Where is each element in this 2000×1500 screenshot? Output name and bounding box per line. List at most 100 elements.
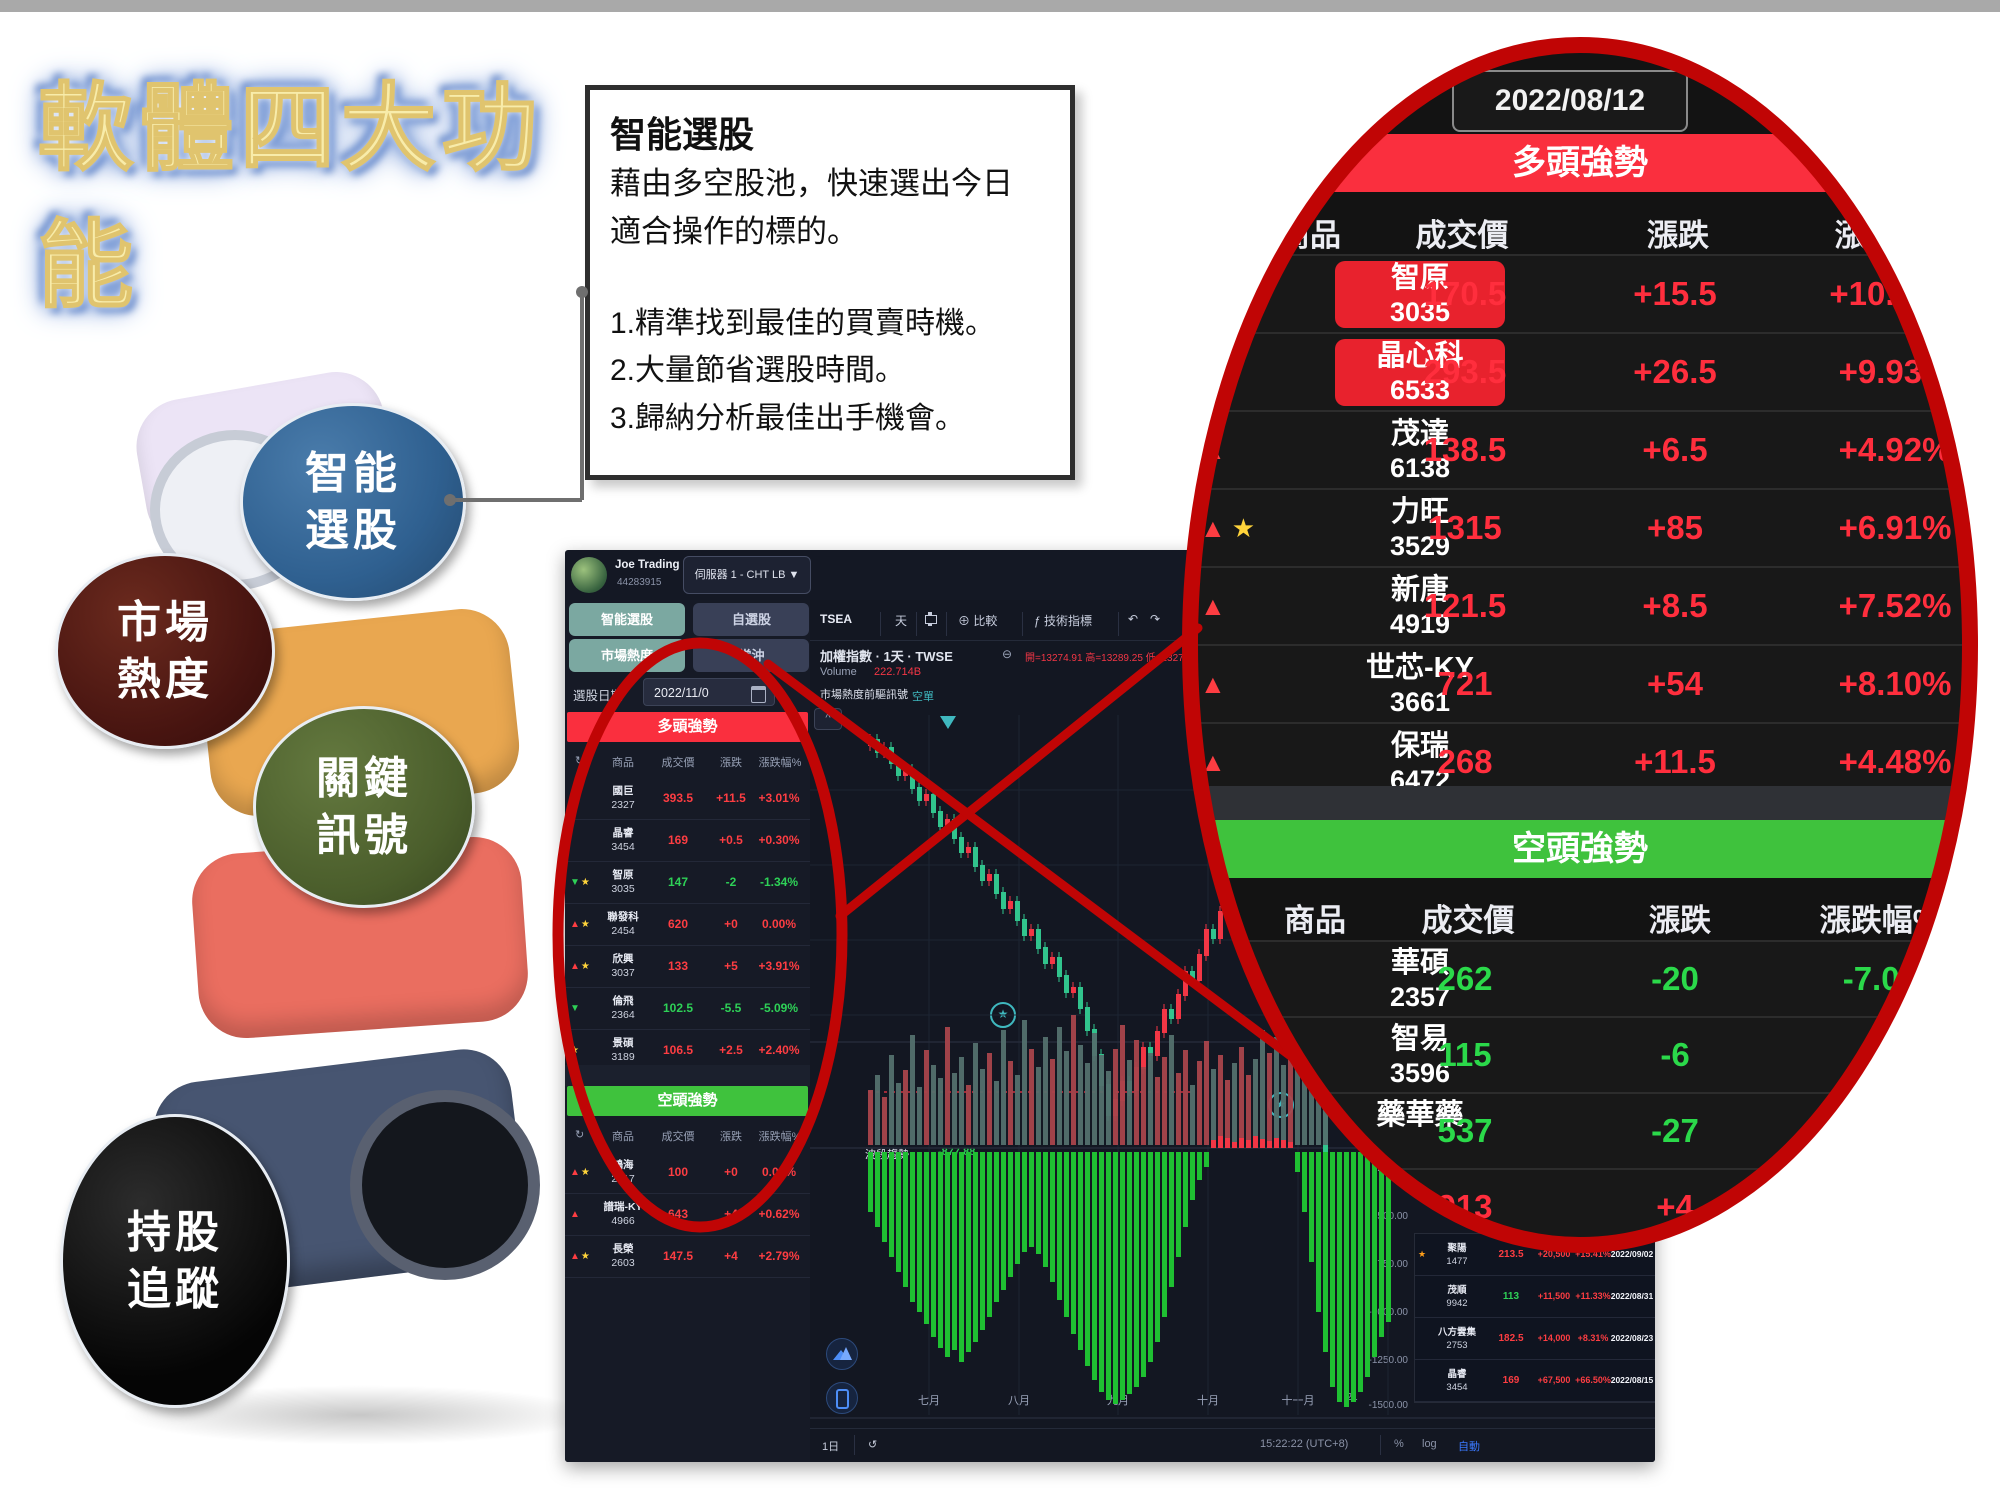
x-axis-label: 九月 [1107, 1395, 1129, 1407]
ic-u-icon: ▲ [570, 793, 581, 804]
magnified-stock-row[interactable]: ▲★ 力旺 3529 1315 +85 +6.91% [1190, 488, 1970, 566]
nav-button[interactable]: 智能選股 [569, 603, 685, 636]
symbol-label[interactable]: TSEA [820, 612, 853, 626]
chart-mode-icon[interactable] [826, 1338, 858, 1370]
ic-s-icon: ★ [580, 1251, 591, 1262]
section-gap [565, 1065, 810, 1086]
stock-row[interactable]: 晶睿 3454 169 +0.5 +0.30% [565, 820, 810, 862]
ic-u-icon: ▲ [1200, 435, 1232, 465]
history-row[interactable]: 茂順 9942 113 +11,500 +11.33% 2022/08/31 [1415, 1276, 1655, 1318]
bear-column-header: ↻ 商品 成交價 漲跌 漲跌幅% [575, 1129, 802, 1143]
ic-s-icon: ★ [580, 961, 591, 972]
calendar-icon[interactable] [751, 686, 766, 703]
stock-row[interactable]: ▲ 國巨 2327 393.5 +11.5 +3.01% [565, 778, 810, 820]
nav-buttons: 智能選股 自選股 市場熱度 當沖 [565, 600, 810, 676]
compare-button[interactable]: ⊕ 比較 [958, 614, 998, 628]
stock-row[interactable]: ▲★ 聯發科 2454 620 +0 0.00% [565, 904, 810, 946]
magnified-stock-row[interactable]: 晶心科 6533 293.5 +26.5 +9.93% [1190, 332, 1970, 410]
info-box-item: 3.歸納分析最佳出手機會。 [610, 401, 966, 435]
nav-button[interactable]: 市場熱度 [569, 639, 685, 672]
star-signal-badge: ★ [1268, 1092, 1294, 1118]
magnifier-gap [1190, 786, 1970, 820]
server-dropdown[interactable]: 伺服器 1 - CHT LB ▼ [683, 556, 811, 594]
stock-row[interactable]: ▲★ 鴻海 2317 100 +0 0.00% [565, 1152, 810, 1194]
watch-face-dark [350, 1090, 540, 1280]
feature-circle-smart-stock[interactable]: 智能 選股 [240, 403, 466, 601]
percent-toggle[interactable]: % [1394, 1438, 1404, 1450]
page-title: 軟體四大功能 [37, 75, 544, 320]
reset-icon[interactable]: ↺ [868, 1439, 878, 1451]
x-axis-label: 七月 [918, 1395, 940, 1407]
magnified-stock-row[interactable]: ▲ 新唐 4919 121.5 +8.5 +7.52% [1190, 566, 1970, 644]
x-axis-label: 十月 [1197, 1395, 1219, 1407]
log-toggle[interactable]: log [1422, 1438, 1437, 1450]
date-label: 選股日期 [573, 689, 624, 703]
feature-circle-key-signal[interactable]: 關鍵 訊號 [253, 706, 475, 908]
ic-u-icon: ▲ [1200, 747, 1232, 777]
magnified-stock-row[interactable]: ▲ 世芯-KY 3661 721 +54 +8.10% [1190, 644, 1970, 722]
info-box-item: 2.大量節省選股時間。 [610, 354, 906, 388]
magnified-stock-row[interactable]: 華碩 2357 262 -20 -7.09% [1190, 940, 1970, 1016]
chart-footer: 1日 ↺ 15:22:22 (UTC+8) % log 自動 [810, 1428, 1655, 1462]
history-row[interactable]: 晶睿 3454 169 +67,500 +66.50% 2022/08/15 [1415, 1360, 1655, 1402]
stock-row[interactable]: ▲★ 長榮 2603 147.5 +4 +2.79% [565, 1236, 810, 1278]
y-axis-label: -750.00 [1374, 1259, 1408, 1270]
ic-u-icon: ▲ [570, 1209, 581, 1220]
collapse-circle-icon[interactable]: ⊖ [1002, 647, 1013, 661]
clock-label: 15:22:22 (UTC+8) [1260, 1438, 1349, 1450]
avatar[interactable] [571, 557, 607, 593]
info-box-desc-line2: 適合操作的標的。 [610, 214, 858, 250]
feature-circle-market-heat[interactable]: 市場 熱度 [55, 553, 275, 749]
account-id: 44283915 [617, 577, 662, 588]
ic-u-icon: ▲ [570, 919, 581, 930]
oscillator-value: -877.88 [938, 1146, 976, 1158]
refresh-icon[interactable]: ↻ [575, 1129, 585, 1141]
range-button[interactable]: 1日 [822, 1441, 840, 1453]
redo-icon[interactable]: ↷ [1150, 612, 1161, 626]
stock-row[interactable]: ▼★ 智原 3035 147 -2 -1.34% [565, 862, 810, 904]
short-marker-label: 空單 [912, 691, 934, 703]
bull-section-header: 多頭強勢 [567, 712, 808, 742]
oscillator-label: 波段趨勢 [865, 1149, 909, 1161]
feature-circle-holdings-track[interactable]: 持股 追蹤 [60, 1114, 290, 1408]
ic-s-icon: ★ [570, 1045, 580, 1056]
indicators-button[interactable]: ƒ 技術指標 [1034, 614, 1093, 628]
volume-label: Volume [820, 666, 857, 678]
bull-rows: ▲ 國巨 2327 393.5 +11.5 +3.01% 晶睿 3454 169… [565, 778, 810, 1072]
collapse-button[interactable]: ^ [814, 708, 842, 730]
ic-u-icon: ▲ [1200, 669, 1232, 699]
magnified-stock-row[interactable]: ▲ 茂達 6138 138.5 +6.5 +4.92% [1190, 410, 1970, 488]
ic-o-icon: ★ [1418, 1249, 1427, 1259]
date-row: 選股日期 2022/11/0 [565, 676, 810, 710]
ic-s-icon: ★ [580, 1167, 591, 1178]
nav-button[interactable]: 當沖 [693, 639, 810, 672]
candle-style-icon[interactable] [925, 612, 937, 626]
device-icon[interactable] [826, 1382, 858, 1414]
ic-d-icon: ▼ [570, 1003, 581, 1014]
stock-row[interactable]: ▲★ 欣興 3037 133 +5 +3.91% [565, 946, 810, 988]
signal-history-table: ★ 聚陽 1477 213.5 +20,500 +15.41% 2022/09/… [1414, 1233, 1655, 1403]
auto-toggle[interactable]: 自動 [1458, 1441, 1480, 1453]
magnifier-date[interactable]: 2022/08/12 [1452, 70, 1688, 132]
undo-icon[interactable]: ↶ [1128, 612, 1139, 626]
ic-u-icon: ▲ [570, 1251, 581, 1262]
date-value: 2022/11/0 [654, 686, 709, 700]
refresh-icon[interactable]: ↻ [575, 755, 585, 767]
date-picker[interactable]: 2022/11/0 [643, 678, 775, 706]
nav-button[interactable]: 自選股 [693, 603, 810, 636]
info-box-title: 智能選股 [610, 114, 755, 155]
chart-title: 加權指數 · 1天 · TWSE [820, 649, 953, 664]
stock-row[interactable]: ▲ 譜瑞-KY 4966 643 +4 +0.62% [565, 1194, 810, 1236]
y-axis-label: -1500.00 [1368, 1400, 1408, 1411]
stock-row[interactable]: ▼ 倫飛 2364 102.5 -5.5 -5.09% [565, 988, 810, 1030]
ic-s-icon: ★ [580, 919, 591, 930]
account-name: Joe Trading [615, 559, 680, 571]
ic-u-icon: ▲ [1200, 513, 1232, 543]
x-axis-label: 八月 [1008, 1395, 1030, 1407]
magnifier-bear-header: 空頭強勢 [1190, 820, 1970, 878]
history-row[interactable]: 八方雲集 2753 182.5 +14,000 +8.31% 2022/08/2… [1415, 1318, 1655, 1360]
magnified-stock-row[interactable]: 智原 3035 170.5 +15.5 +10.06% [1190, 254, 1970, 332]
timeframe-button[interactable]: 天 [895, 614, 908, 628]
signal-label: 市場熱度前驅訊號 [820, 689, 908, 701]
